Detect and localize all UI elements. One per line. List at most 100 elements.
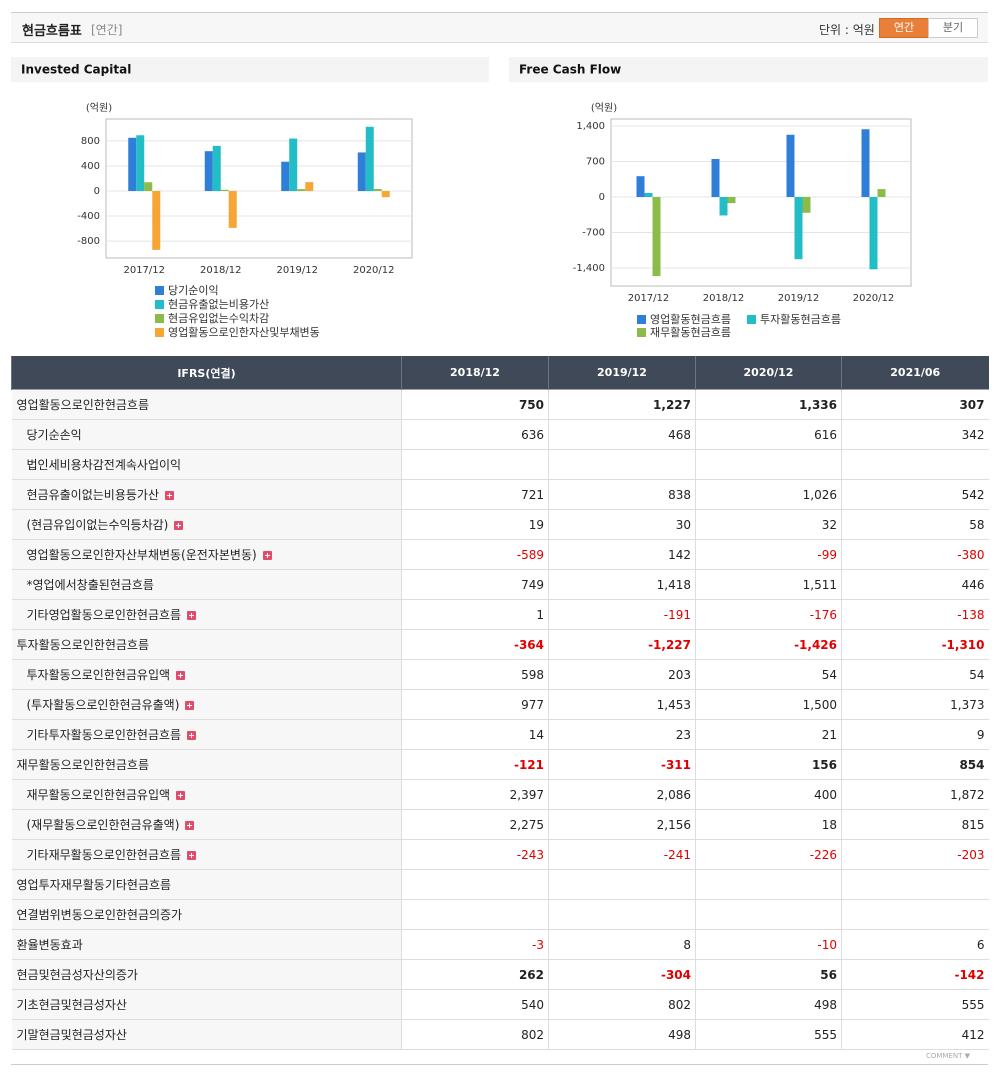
value-cell: 203 — [548, 659, 696, 690]
expand-button[interactable] — [176, 671, 186, 680]
expand-button[interactable] — [187, 731, 197, 740]
value-cell: 1 — [401, 599, 549, 630]
bar — [204, 151, 213, 192]
value-cell — [548, 899, 696, 930]
row-label: 투자활동으로인한현금유입액 — [26, 668, 171, 682]
expand-button[interactable] — [164, 491, 174, 500]
row-label: *영업에서창출된현금흐름 — [26, 578, 154, 592]
expand-button[interactable] — [185, 821, 195, 830]
bar — [136, 135, 145, 192]
value-cell: 540 — [401, 989, 549, 1020]
table-row: 기타영업활동으로인한현금흐름 1 -191 -176 -138 — [11, 599, 989, 630]
row-label-cell: 투자활동으로인한현금유입액 — [11, 659, 402, 690]
x-tick-label: 2018/12 — [703, 293, 745, 304]
x-tick-label: 2019/12 — [276, 265, 318, 276]
value-cell: 56 — [695, 959, 842, 990]
value-cell: 498 — [695, 989, 842, 1020]
charts: Invested Capital (억원) -800 -400 0 400 800 2017/… — [11, 57, 988, 339]
bar — [228, 191, 237, 228]
value-cell: -311 — [548, 749, 696, 780]
value-cell: 977 — [401, 689, 549, 720]
expand-button[interactable] — [174, 521, 184, 530]
annual-button[interactable]: 연간 — [879, 18, 929, 38]
value-cell: -203 — [841, 839, 989, 870]
table-row: (투자활동으로인한현금유출액) 977 1,453 1,500 1,373 — [11, 689, 989, 720]
quarter-button[interactable]: 분기 — [928, 18, 978, 38]
table-row: 기초현금및현금성자산 540 802 498 555 — [11, 989, 989, 1020]
value-cell: 1,026 — [695, 479, 842, 510]
value-cell — [401, 449, 549, 480]
unit-label: 단위 : 억원 — [819, 23, 875, 37]
x-tick-label: 2020/12 — [853, 293, 895, 304]
legend-swatch — [637, 315, 646, 324]
column-header: 2020/12 — [695, 356, 842, 390]
value-cell: 598 — [401, 659, 549, 690]
value-cell — [695, 449, 842, 480]
value-cell: 802 — [548, 989, 696, 1020]
table-row: 환율변동효과 -3 8 -10 6 — [11, 929, 989, 960]
bar — [152, 191, 161, 250]
value-cell: 636 — [401, 419, 549, 450]
bar — [289, 138, 298, 192]
value-cell: 18 — [695, 809, 842, 840]
header-title: 현금흐름표 — [22, 24, 82, 39]
value-cell: -589 — [401, 539, 549, 570]
expand-button[interactable] — [262, 551, 272, 560]
value-cell — [401, 899, 549, 930]
y-tick-label: 400 — [81, 161, 100, 172]
row-label: 기말현금및현금성자산 — [16, 1028, 127, 1042]
row-label-cell: 환율변동효과 — [11, 929, 402, 960]
expand-button[interactable] — [187, 851, 197, 860]
value-cell: 854 — [841, 749, 989, 780]
value-cell: 6 — [841, 929, 989, 960]
value-cell: 1,511 — [695, 569, 842, 600]
value-cell: 1,453 — [548, 689, 696, 720]
y-tick-label: -800 — [77, 236, 100, 247]
expand-button[interactable] — [176, 791, 186, 800]
column-header: 2018/12 — [401, 356, 549, 390]
expand-button[interactable] — [185, 701, 195, 710]
y-tick-label: 800 — [81, 136, 100, 147]
bar — [381, 191, 390, 198]
panel-title-bar — [11, 57, 489, 82]
value-cell: 2,397 — [401, 779, 549, 810]
value-cell: 2,275 — [401, 809, 549, 840]
table-row: 현금유출이없는비용등가산 721 838 1,026 542 — [11, 479, 989, 510]
y-tick-label: -1,400 — [573, 263, 605, 274]
value-cell: -138 — [841, 599, 989, 630]
row-label-cell: 영업활동으로인한자산부채변동(운전자본변동) — [11, 539, 402, 570]
value-cell: -1,310 — [841, 629, 989, 660]
value-cell: 498 — [548, 1019, 696, 1050]
legend-swatch — [637, 328, 646, 337]
column-header: IFRS(연결) — [11, 356, 402, 390]
x-tick-label: 2017/12 — [123, 265, 165, 276]
legend-label: 재무활동현금흐름 — [650, 325, 731, 339]
bar — [297, 189, 306, 192]
row-label-cell: 법인세비용차감전계속사업이익 — [11, 449, 402, 480]
value-cell — [548, 869, 696, 900]
value-cell: 1,872 — [841, 779, 989, 810]
bar — [644, 192, 653, 197]
value-cell: 2,086 — [548, 779, 696, 810]
value-cell: 815 — [841, 809, 989, 840]
y-axis-label: (억원) — [86, 102, 112, 114]
expand-button[interactable] — [187, 611, 197, 620]
comment-toggle[interactable]: COMMENT ▼ — [925, 1052, 970, 1060]
x-tick-label: 2018/12 — [200, 265, 242, 276]
value-cell: -191 — [548, 599, 696, 630]
value-cell: -243 — [401, 839, 549, 870]
y-tick-label: -700 — [582, 227, 605, 238]
row-label-cell: 기타재무활동으로인한현금흐름 — [11, 839, 402, 870]
table-row: 투자활동으로인한현금흐름 -364 -1,227 -1,426 -1,310 — [11, 629, 989, 660]
row-label-cell: 재무활동으로인한현금유입액 — [11, 779, 402, 810]
value-cell: -226 — [695, 839, 842, 870]
bar — [869, 196, 878, 270]
row-label: 현금및현금성자산의증가 — [16, 968, 138, 982]
row-label-cell: 재무활동으로인한현금흐름 — [11, 749, 402, 780]
legend-label: 현금유출없는비용가산 — [168, 298, 269, 311]
table-row: 현금및현금성자산의증가 262 -304 56 -142 — [11, 959, 989, 990]
row-label-cell: 기말현금및현금성자산 — [11, 1019, 402, 1050]
x-tick-label: 2017/12 — [628, 293, 670, 304]
value-cell: 446 — [841, 569, 989, 600]
y-tick-label: 1,400 — [576, 121, 605, 132]
